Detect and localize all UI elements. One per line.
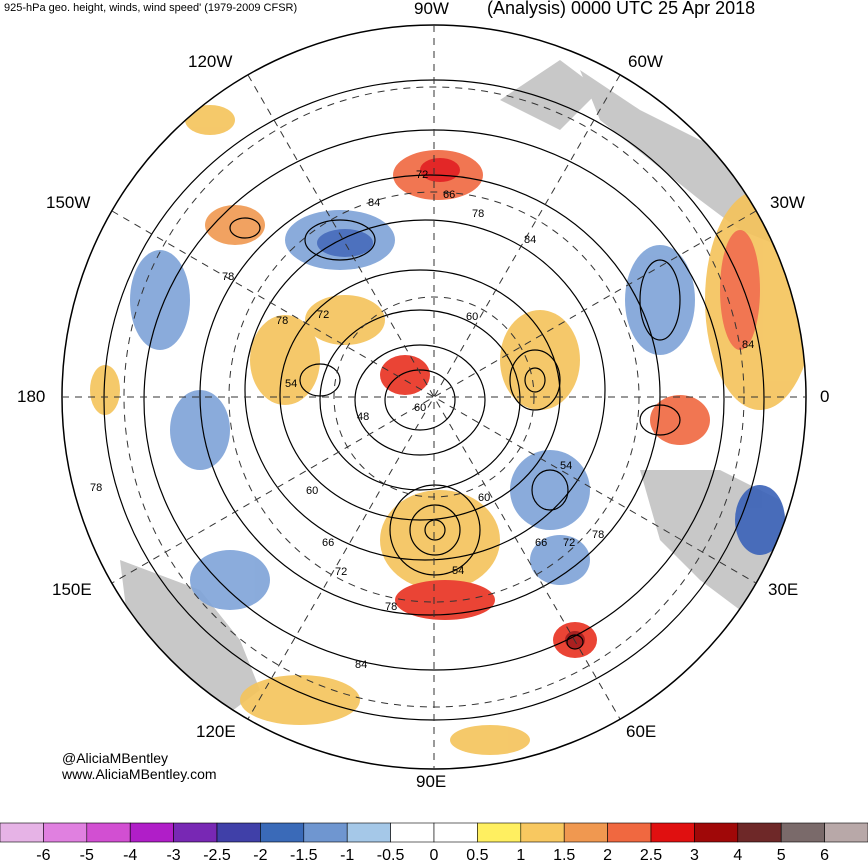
contour-label: 78 [276,315,288,327]
colorbar-tick-label: 2.5 [639,847,663,864]
colorbar-swatch [433,822,478,843]
contour-label: 54 [560,460,572,472]
colorbar-swatch [303,822,348,843]
lon-label-120e: 120E [196,722,236,741]
colorbar-swatch [477,822,522,843]
colorbar-tick-label: -2 [253,847,268,864]
contour-label: 84 [742,339,754,351]
colorbar-tick-label: 6 [820,847,830,864]
contour-label: 60 [466,311,478,323]
contour-label: 72 [563,537,575,549]
colorbar-tick-label: -1.5 [290,847,318,864]
contour-label: 72 [317,309,329,321]
colorbar-swatch [694,822,739,843]
contour-label: 72 [416,169,428,181]
contour-label: 54 [452,565,464,577]
colorbar-tick-label: -1 [340,847,355,864]
colorbar-swatch [43,822,88,843]
contour-label: 78 [472,208,484,220]
contour-label: 66 [535,537,547,549]
colorbar-swatch [173,822,218,843]
lon-label-90w: 90W [414,0,449,18]
contour-label: 78 [90,482,102,494]
contour-label: 72 [335,566,347,578]
contour-label-layer: 72 66 78 84 84 78 72 78 60 54 48 60 84 5… [90,169,754,671]
colorbar-tick-label: 0.5 [466,847,489,864]
colorbar-tick-label: 1.5 [553,847,576,864]
colorbar-tick-label: -5 [79,847,94,864]
contour-label: 78 [592,529,604,541]
colorbar-tick-label: -4 [123,847,138,864]
contour-label: 60 [306,485,318,497]
colorbar-tick-label: -0.5 [376,847,405,864]
contour-label: 54 [285,378,297,390]
colorbar-swatch [216,822,261,843]
chart-subtitle: 925-hPa geo. height, winds, wind speed' … [4,2,298,14]
colorbar-tick-label: 3 [689,847,699,864]
colorbar-tick-label: 4 [733,847,743,864]
contour-label: 78 [385,601,397,613]
lon-label-60e: 60E [626,722,657,741]
colorbar-tick-label: 0 [429,847,439,864]
contour-label: 66 [322,537,334,549]
colorbar-tick-label: 1 [516,847,526,864]
lon-label-180: 180 [17,387,46,406]
lon-label-30e: 30E [768,580,799,599]
colorbar-swatch [86,822,131,843]
colorbar-tick-label: -3 [166,847,181,864]
colorbar-swatch [346,822,391,843]
colorbar-swatch [650,822,695,843]
colorbar-tick-label: -2.5 [203,847,231,864]
contour-label: 48 [357,411,369,423]
credit-handle: @AliciaMBentley [62,750,169,766]
credit-site: www.AliciaMBentley.com [62,766,217,782]
colorbar-swatch [0,822,44,843]
chart-title: (Analysis) 0000 UTC 25 Apr 2018 [487,0,756,18]
polar-map: 72 66 78 84 84 78 72 78 60 54 48 60 84 5… [61,24,807,770]
colorbar-tick-label: 5 [776,847,786,864]
colorbar-tick-label: 2 [603,847,613,864]
lon-label-90e: 90E [416,772,447,791]
lon-label-150e: 150E [52,580,92,599]
contour-label: 84 [368,197,380,209]
lon-label-0: 0 [820,387,830,406]
colorbar-swatch [737,822,782,843]
graticule [62,25,806,769]
colorbar [0,822,868,843]
colorbar-tick-label: -6 [36,847,51,864]
colorbar-swatch [129,822,174,843]
colorbar-swatch [520,822,565,843]
contour-label: 66 [443,189,455,201]
colorbar-swatch [824,822,868,843]
colorbar-swatch [260,822,305,843]
colorbar-swatch [563,822,608,843]
lon-label-150w: 150W [46,193,91,212]
lon-label-30w: 30W [770,193,805,212]
colorbar-swatch [390,822,435,843]
contour-label: 84 [524,234,536,246]
contour-label: 60 [478,492,490,504]
colorbar-swatch [780,822,825,843]
lon-label-60w: 60W [628,52,663,71]
contour-label: 78 [222,271,234,283]
lon-label-120w: 120W [188,52,233,71]
contour-label: 60 [414,402,426,414]
colorbar-swatch [607,822,652,843]
contour-label: 84 [355,659,367,671]
